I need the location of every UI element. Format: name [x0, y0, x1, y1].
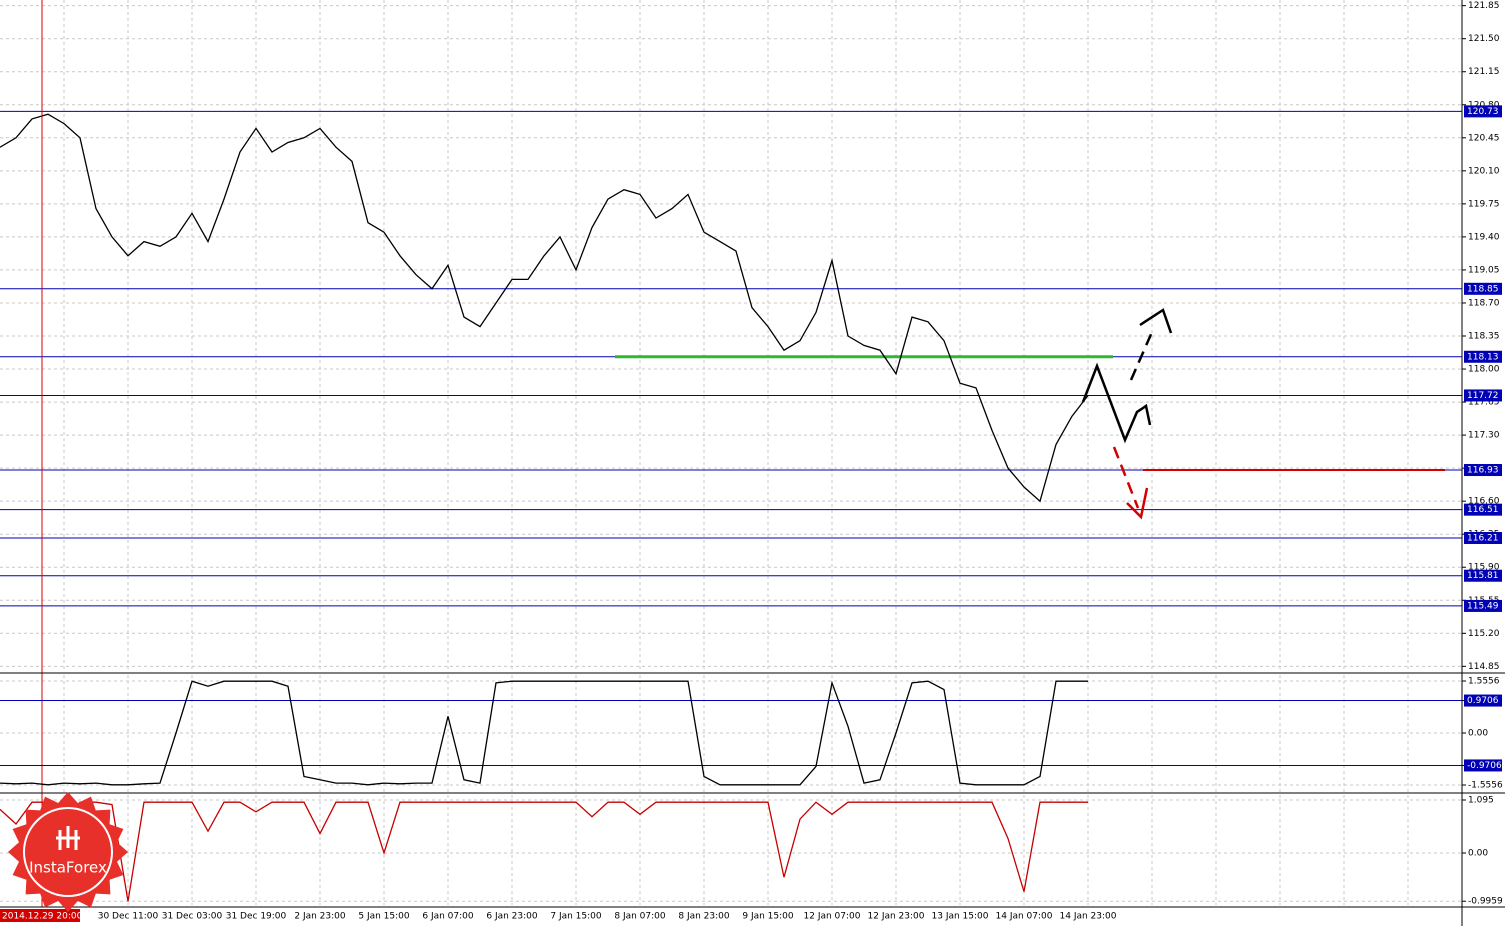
level-label: 0.9706 — [1467, 696, 1499, 706]
x-tick-label: 13 Jan 15:00 — [932, 912, 989, 922]
y-tick-label: -1.5556 — [1468, 781, 1503, 791]
y-tick-label: 116.60 — [1468, 497, 1500, 507]
logo-ring — [23, 807, 113, 897]
y-tick-label: 120.45 — [1468, 133, 1500, 143]
y-tick-label: 118.70 — [1468, 298, 1500, 308]
level-label: 117.72 — [1467, 391, 1499, 401]
level-label: 116.51 — [1467, 505, 1499, 515]
x-tick-label: 30 Dec 11:00 — [98, 912, 159, 922]
time-marker-box — [0, 909, 80, 922]
level-label-box — [1464, 105, 1502, 118]
level-label: 118.85 — [1467, 284, 1499, 294]
level-label: 116.21 — [1467, 533, 1499, 543]
y-tick-label: 115.20 — [1468, 629, 1500, 639]
y-tick-label: -0.9959 — [1468, 897, 1503, 907]
logo-text: InstaForex — [29, 859, 107, 877]
x-tick-label: 14 Jan 23:00 — [1060, 912, 1117, 922]
level-label-box — [1464, 599, 1502, 612]
forecast-up — [1129, 331, 1154, 381]
y-tick-label: 121.50 — [1468, 34, 1500, 44]
y-tick-label: 0.00 — [1468, 728, 1488, 738]
y-tick-label: 119.40 — [1468, 232, 1500, 242]
x-tick-label: 6 Jan 23:00 — [486, 912, 538, 922]
level-label: -0.9706 — [1467, 761, 1502, 771]
level-label-box — [1464, 350, 1502, 363]
series-line — [0, 680, 1088, 786]
level-label: 120.73 — [1467, 107, 1499, 117]
y-tick-label: 121.85 — [1468, 1, 1500, 11]
level-label: 118.13 — [1467, 352, 1499, 362]
y-tick-label: 1.5556 — [1468, 676, 1500, 686]
x-tick-label: 12 Jan 23:00 — [868, 912, 925, 922]
logo: InstaForex — [8, 792, 128, 912]
y-tick-label: 0.00 — [1468, 849, 1488, 859]
forecast-down-head — [1126, 487, 1149, 520]
logo-icon — [56, 826, 80, 850]
y-tick-label: 118.00 — [1468, 365, 1500, 375]
x-tick-label: 14 Jan 07:00 — [996, 912, 1053, 922]
x-tick-label: 8 Jan 07:00 — [614, 912, 666, 922]
y-tick-label: 119.75 — [1468, 199, 1500, 209]
series-line — [0, 113, 1089, 503]
y-tick-label: 120.10 — [1468, 166, 1500, 176]
level-label-box — [1464, 389, 1502, 402]
level-label-box — [1464, 464, 1502, 477]
x-tick-label: 2 Jan 23:00 — [294, 912, 346, 922]
forecast-arrows — [1081, 308, 1173, 520]
x-tick-label: 31 Dec 03:00 — [162, 912, 223, 922]
y-tick-label: 1.095 — [1468, 795, 1494, 805]
y-tick-label: 121.15 — [1468, 67, 1500, 77]
x-tick-label: 12 Jan 07:00 — [804, 912, 861, 922]
level-label-box — [1464, 569, 1502, 582]
level-label: 115.81 — [1467, 571, 1499, 581]
y-tick-label: 119.05 — [1468, 265, 1500, 275]
x-tick-label: 31 Dec 19:00 — [226, 912, 287, 922]
forecast-down — [1112, 446, 1140, 509]
level-label-box — [1464, 531, 1502, 544]
x-tick-label: 9 Jan 15:00 — [742, 912, 794, 922]
series-line — [0, 801, 1088, 902]
x-tick-label: 7 Jan 15:00 — [550, 912, 602, 922]
x-tick-label: 5 Jan 15:00 — [358, 912, 410, 922]
y-tick-label: 117.30 — [1468, 431, 1500, 441]
level-label: 116.93 — [1467, 466, 1499, 476]
y-tick-label: 115.90 — [1468, 563, 1500, 573]
level-label-box — [1464, 694, 1502, 707]
x-tick-label: 8 Jan 23:00 — [678, 912, 730, 922]
y-tick-label: 120.80 — [1468, 100, 1500, 110]
level-label-box — [1464, 282, 1502, 295]
forecast-path — [1081, 362, 1152, 444]
level-label: 115.49 — [1467, 601, 1499, 611]
y-tick-label: 114.85 — [1468, 662, 1500, 672]
x-tick-label: 6 Jan 07:00 — [422, 912, 474, 922]
forecast-up-head — [1139, 308, 1173, 334]
level-label-box — [1464, 759, 1502, 772]
y-tick-label: 118.35 — [1468, 332, 1500, 342]
time-marker-label: 2014.12.29 20:00 — [2, 912, 83, 922]
level-label-box — [1464, 503, 1502, 516]
y-tick-label: 117.65 — [1468, 398, 1500, 408]
